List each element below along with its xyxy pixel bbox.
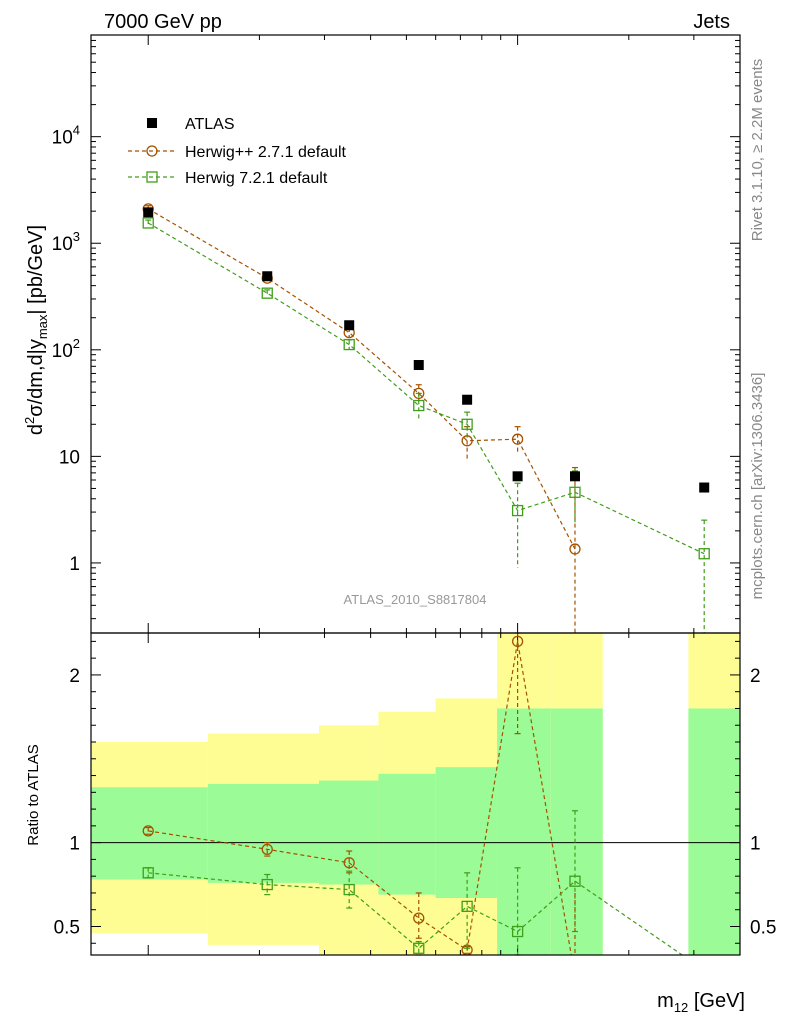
legend-marker xyxy=(146,145,158,157)
legend-marker xyxy=(147,118,157,128)
x-axis-label-main: m xyxy=(657,990,674,1012)
ratio-data-point xyxy=(511,925,524,938)
ratio-y-axis-label: Ratio to ATLAS xyxy=(25,744,42,845)
atlas-data-point xyxy=(143,207,154,218)
atlas-data-point xyxy=(262,271,273,282)
ratio-band-green xyxy=(688,708,740,955)
atlas-data-point xyxy=(413,360,424,371)
ratio-data-point xyxy=(142,825,154,837)
mcplots-label: mcplots.cern.ch [arXiv:1306.3436] xyxy=(749,373,766,600)
ratio-y-tick-label-left: 0.5 xyxy=(54,917,80,938)
ratio-y-tick-label-right: 1 xyxy=(750,834,761,855)
atlas-data-point xyxy=(344,320,355,331)
ratio-bands xyxy=(91,633,740,955)
ratio-band-green xyxy=(435,767,498,898)
atlas-data-point xyxy=(569,471,580,482)
main-data-point xyxy=(413,399,425,412)
main-y-tick-label-exponent: 2 xyxy=(73,336,80,351)
subtitle-text: Jets xyxy=(693,11,730,33)
main-y-tick-label-base: 10 xyxy=(52,128,73,149)
legend-marker xyxy=(146,171,158,183)
legend: ATLAS Herwig++ 2.7.1 default Herwig 7.2.1 … xyxy=(128,116,347,187)
atlas-data-point xyxy=(699,482,710,493)
ratio-band-green xyxy=(91,787,208,880)
ratio-plot-data xyxy=(142,632,684,956)
atlas-data-point xyxy=(512,471,523,482)
ratio-data-point xyxy=(261,878,273,891)
main-data-point xyxy=(461,418,473,430)
main-y-tick-label: 10 xyxy=(59,447,80,468)
legend-label: Herwig++ 2.7.1 default xyxy=(185,144,347,161)
main-y-tick-label-exponent: 3 xyxy=(73,229,80,244)
main-y-axis-title-part: max xyxy=(35,314,50,339)
main-data-point xyxy=(698,548,710,560)
ratio-data-point xyxy=(261,843,273,855)
main-series-line xyxy=(147,208,576,550)
ratio-data-point xyxy=(142,867,154,879)
main-y-axis-title-part: 2 xyxy=(22,417,37,424)
ratio-data-point xyxy=(413,912,425,924)
title-text: 7000 GeV pp xyxy=(104,11,222,33)
ratio-data-point xyxy=(413,942,425,954)
atlas-data-point xyxy=(462,394,473,405)
ratio-data-point xyxy=(511,635,524,648)
main-y-axis-title-part: σ/dm,d|y xyxy=(25,339,47,417)
main-y-tick-label-exponent: 4 xyxy=(73,123,80,138)
main-y-axis-label: d2σ/dm,d|ymax| [pb/GeV] xyxy=(22,225,50,435)
main-data-point xyxy=(511,433,524,445)
ratio-axis-ticks: 0.5 0.5 1 1 2 2 xyxy=(54,640,776,944)
main-data-point xyxy=(142,217,154,229)
rivet-label: Rivet 3.1.10, ≥ 2.2M events xyxy=(749,59,766,242)
main-y-tick-label-base: 10 xyxy=(52,234,73,255)
ratio-plot-frame xyxy=(90,632,741,956)
main-plot-data xyxy=(142,203,710,633)
x-axis-label-sub: 12 xyxy=(674,1000,688,1015)
main-series-line xyxy=(147,222,705,555)
main-data-point xyxy=(569,486,581,498)
main-y-tick-label: 104 xyxy=(52,123,80,149)
ratio-band-green xyxy=(378,773,436,895)
main-y-tick-label: 1 xyxy=(69,554,80,575)
main-y-tick-label-base: 10 xyxy=(52,341,73,362)
x-axis-label: m12 [GeV] xyxy=(657,990,745,1015)
main-y-tick-label: 102 xyxy=(52,336,80,362)
x-axis-label-unit: [GeV] xyxy=(688,990,745,1012)
main-data-point xyxy=(511,504,524,517)
main-data-point xyxy=(413,387,425,400)
main-data-point xyxy=(343,338,355,351)
main-y-axis-title-part: d xyxy=(25,424,47,435)
main-data-point xyxy=(569,543,581,555)
ratio-y-tick-label-left: 1 xyxy=(69,834,80,855)
ratio-data-point xyxy=(343,883,355,896)
ratio-y-tick-label-right: 2 xyxy=(750,666,761,687)
ratio-series-line xyxy=(148,872,684,955)
ratio-series-line xyxy=(148,641,572,955)
legend-label: Herwig 7.2.1 default xyxy=(185,170,328,187)
analysis-id-label: ATLAS_2010_S8817804 xyxy=(344,592,487,607)
ratio-y-tick-label-right: 0.5 xyxy=(750,917,776,938)
ratio-data-point xyxy=(461,900,473,913)
main-y-axis-title-part: | [pb/GeV] xyxy=(25,225,47,315)
ratio-band-green xyxy=(550,708,603,955)
main-data-point xyxy=(261,287,273,299)
legend-label: ATLAS xyxy=(185,116,235,133)
main-y-tick-label: 103 xyxy=(52,229,80,255)
ratio-data-point xyxy=(343,857,355,869)
ratio-band-green xyxy=(497,708,551,955)
main-y-axis-title: d2σ/dm,d|ymax| [pb/GeV] xyxy=(22,225,50,435)
ratio-data-point xyxy=(569,875,581,887)
ratio-y-tick-label-left: 2 xyxy=(69,666,80,687)
ratio-band-green xyxy=(207,783,320,883)
